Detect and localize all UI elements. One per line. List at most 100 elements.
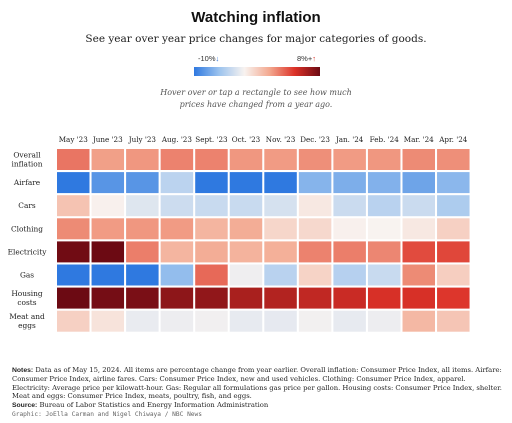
heatmap-cell[interactable]: [229, 172, 263, 194]
heatmap-cell[interactable]: [195, 264, 228, 286]
heatmap-cell[interactable]: [57, 310, 90, 332]
heatmap-cell[interactable]: [437, 287, 470, 309]
heatmap-cell[interactable]: [160, 241, 194, 263]
heatmap-cell[interactable]: [160, 149, 194, 170]
heatmap-cell[interactable]: [126, 195, 159, 217]
heatmap-cell[interactable]: [367, 172, 401, 194]
heatmap-cell[interactable]: [437, 195, 470, 217]
heatmap-cell[interactable]: [402, 172, 436, 194]
heatmap-cell[interactable]: [126, 264, 159, 286]
heatmap-cell[interactable]: [91, 172, 125, 194]
heatmap-cell[interactable]: [160, 264, 194, 286]
heatmap-cell[interactable]: [195, 241, 228, 263]
heatmap-cell[interactable]: [367, 287, 401, 309]
heatmap-cell[interactable]: [91, 149, 125, 170]
heatmap-cell[interactable]: [229, 149, 263, 170]
heatmap-cell[interactable]: [57, 149, 90, 170]
heatmap-cell[interactable]: [298, 218, 332, 240]
x-tick-label: Feb. '24: [370, 135, 400, 144]
heatmap-cell[interactable]: [264, 310, 297, 332]
heatmap-cell[interactable]: [298, 172, 332, 194]
heatmap-cell[interactable]: [367, 241, 401, 263]
heatmap-cell[interactable]: [298, 241, 332, 263]
heatmap-cell[interactable]: [402, 149, 436, 170]
heatmap-cell[interactable]: [126, 310, 159, 332]
heatmap-cell[interactable]: [195, 195, 228, 217]
heatmap-cell[interactable]: [367, 264, 401, 286]
heatmap-cell[interactable]: [402, 310, 436, 332]
heatmap-cell[interactable]: [333, 172, 366, 194]
heatmap-cell[interactable]: [264, 172, 297, 194]
heatmap-cell[interactable]: [264, 264, 297, 286]
heatmap-cell[interactable]: [402, 264, 436, 286]
heatmap-cell[interactable]: [298, 149, 332, 170]
heatmap-cell[interactable]: [126, 149, 159, 170]
heatmap-cell[interactable]: [57, 218, 90, 240]
heatmap-cell[interactable]: [91, 287, 125, 309]
heatmap-cell[interactable]: [126, 241, 159, 263]
heatmap-cell[interactable]: [195, 310, 228, 332]
heatmap-cell[interactable]: [57, 264, 90, 286]
heatmap-cell[interactable]: [333, 241, 366, 263]
heatmap-cell[interactable]: [91, 241, 125, 263]
heatmap-cell[interactable]: [333, 264, 366, 286]
heatmap-cell[interactable]: [264, 241, 297, 263]
heatmap-cell[interactable]: [57, 241, 90, 263]
heatmap-cell[interactable]: [437, 310, 470, 332]
heatmap-cell[interactable]: [333, 195, 366, 217]
heatmap-cell[interactable]: [298, 287, 332, 309]
heatmap-cell[interactable]: [367, 195, 401, 217]
heatmap-cell[interactable]: [264, 287, 297, 309]
heatmap-cell[interactable]: [126, 287, 159, 309]
heatmap-cell[interactable]: [437, 264, 470, 286]
heatmap-cell[interactable]: [437, 218, 470, 240]
heatmap-cell[interactable]: [402, 218, 436, 240]
heatmap-cell[interactable]: [402, 287, 436, 309]
heatmap-cell[interactable]: [229, 310, 263, 332]
heatmap-cell[interactable]: [160, 287, 194, 309]
heatmap-cell[interactable]: [402, 195, 436, 217]
heatmap-cell[interactable]: [229, 264, 263, 286]
heatmap-cell[interactable]: [298, 195, 332, 217]
heatmap-cell[interactable]: [264, 195, 297, 217]
y-tick-label: Clothing: [11, 224, 43, 233]
heatmap-cell[interactable]: [195, 287, 228, 309]
heatmap-cell[interactable]: [402, 241, 436, 263]
heatmap-cell[interactable]: [160, 218, 194, 240]
heatmap-cell[interactable]: [264, 149, 297, 170]
heatmap-cell[interactable]: [333, 149, 366, 170]
heatmap-cell[interactable]: [91, 195, 125, 217]
heatmap-cell[interactable]: [229, 195, 263, 217]
heatmap-cell[interactable]: [195, 172, 228, 194]
heatmap-cell[interactable]: [126, 218, 159, 240]
heatmap-cell[interactable]: [126, 172, 159, 194]
heatmap-cell[interactable]: [367, 218, 401, 240]
heatmap-cell[interactable]: [437, 149, 470, 170]
heatmap-cell[interactable]: [333, 287, 366, 309]
heatmap-cell[interactable]: [229, 241, 263, 263]
heatmap-cell[interactable]: [57, 172, 90, 194]
heatmap-cell[interactable]: [57, 195, 90, 217]
heatmap-cell[interactable]: [298, 264, 332, 286]
heatmap-cell[interactable]: [333, 218, 366, 240]
heatmap-cell[interactable]: [160, 172, 194, 194]
heatmap-cell[interactable]: [91, 218, 125, 240]
heatmap-cell[interactable]: [195, 149, 228, 170]
heatmap-cell[interactable]: [57, 287, 90, 309]
heatmap-cell[interactable]: [298, 310, 332, 332]
heatmap-cell[interactable]: [229, 287, 263, 309]
heatmap-cell[interactable]: [160, 310, 194, 332]
heatmap-cell[interactable]: [91, 264, 125, 286]
heatmap-cell[interactable]: [367, 310, 401, 332]
heatmap-cell[interactable]: [264, 218, 297, 240]
heatmap-cell[interactable]: [91, 310, 125, 332]
heatmap-cell[interactable]: [160, 195, 194, 217]
heatmap-cell[interactable]: [333, 310, 366, 332]
heatmap-cell[interactable]: [367, 149, 401, 170]
legend-gradient-bar: [194, 67, 320, 76]
x-tick-label: Apr. '24: [438, 135, 468, 144]
heatmap-cell[interactable]: [437, 241, 470, 263]
heatmap-cell[interactable]: [195, 218, 228, 240]
heatmap-cell[interactable]: [229, 218, 263, 240]
heatmap-cell[interactable]: [437, 172, 470, 194]
